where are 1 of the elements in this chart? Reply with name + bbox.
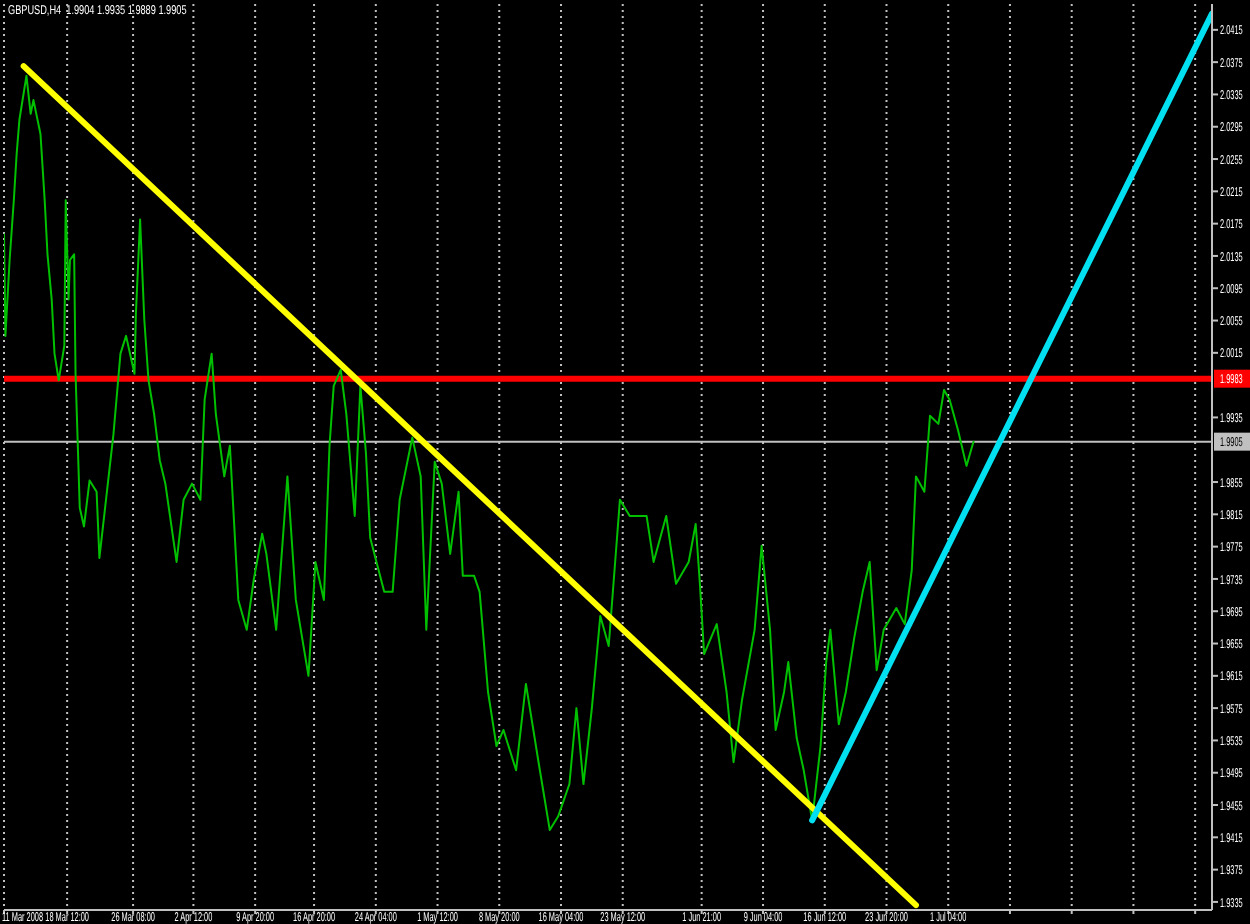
line-series: [4, 74, 975, 832]
